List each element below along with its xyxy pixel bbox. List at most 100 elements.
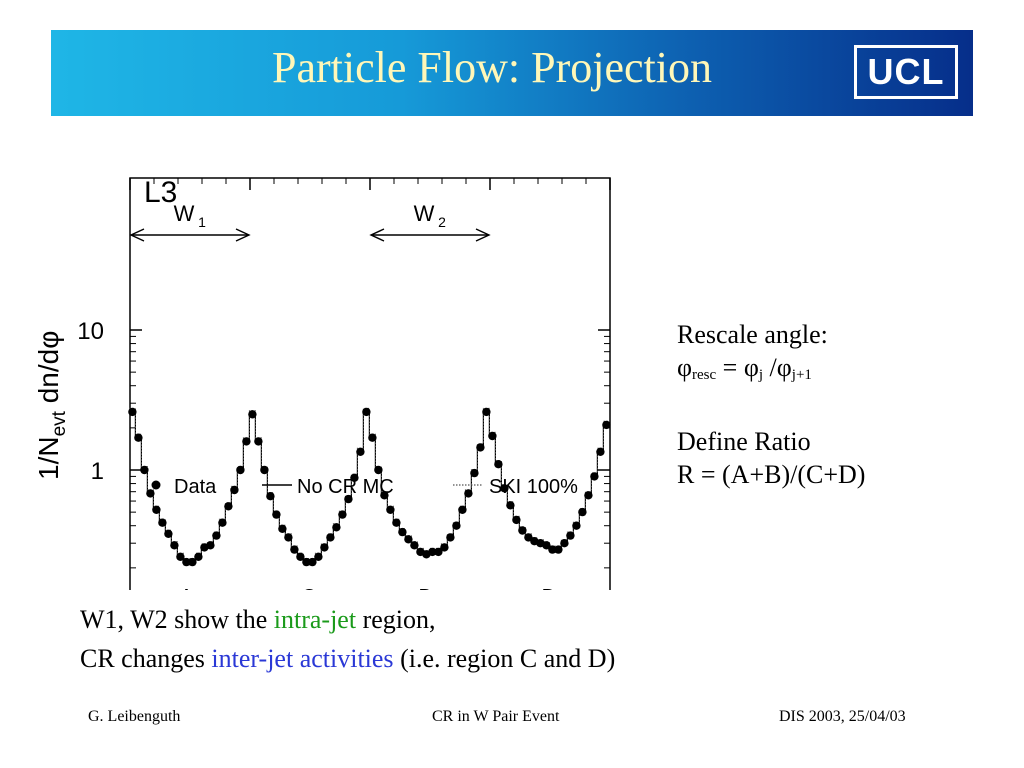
data-point <box>458 505 467 514</box>
data-point <box>428 547 437 557</box>
data-point <box>524 533 533 542</box>
footer-author: G. Leibenguth <box>88 708 181 725</box>
data-point <box>176 552 185 561</box>
region-label: B <box>419 586 432 590</box>
data-point <box>488 431 497 441</box>
data-point <box>506 501 515 510</box>
data-point <box>452 521 461 530</box>
data-point <box>404 535 413 544</box>
data-point <box>392 518 401 527</box>
legend-label: No CR MC <box>297 476 394 498</box>
data-point <box>494 460 503 469</box>
data-point <box>386 505 395 514</box>
formula-phi-2: φ <box>743 353 759 382</box>
data-point <box>314 552 323 561</box>
data-point <box>398 527 407 537</box>
arrow-head <box>369 228 385 242</box>
data-point <box>482 407 491 417</box>
y-axis-label-sub: evt <box>49 410 70 436</box>
formula-phi-3: φ <box>776 353 792 382</box>
note-text: W1, W2 show the <box>80 605 274 634</box>
data-point <box>260 465 269 475</box>
data-point <box>128 407 137 417</box>
data-point <box>170 541 179 550</box>
data-point <box>284 533 293 542</box>
data-point <box>224 502 233 511</box>
data-point <box>554 545 563 554</box>
data-point <box>560 539 569 548</box>
data-point <box>332 523 341 532</box>
data-point <box>440 543 449 552</box>
data-point <box>512 515 521 525</box>
data-point <box>434 547 443 557</box>
data-point <box>212 531 221 540</box>
note-line-2: CR changes inter-jet activities (i.e. re… <box>80 639 615 678</box>
data-point <box>476 443 485 452</box>
data-point <box>500 484 509 493</box>
ratio-formula: R = (A+B)/(C+D) <box>677 460 866 489</box>
data-point <box>248 410 257 419</box>
arrow-head <box>475 228 491 242</box>
legend-label: Data <box>174 476 217 498</box>
ucl-logo: UCL <box>854 45 958 99</box>
data-point <box>242 437 251 446</box>
slide-title: Particle Flow: Projection <box>272 43 712 92</box>
arrow-label: W <box>174 201 195 226</box>
data-point <box>218 518 227 527</box>
region-label: D <box>542 586 556 590</box>
formula-phi-1: φ <box>677 353 693 382</box>
footer-conference: DIS 2003, 25/04/03 <box>779 708 906 725</box>
formula-eq: = <box>716 353 744 382</box>
data-point <box>188 557 197 567</box>
data-point <box>356 447 365 456</box>
formula-slash: / <box>763 353 777 382</box>
data-point <box>470 468 479 478</box>
legend-label: SKI 100% <box>489 476 578 498</box>
note-text: CR changes <box>80 644 212 673</box>
data-point <box>602 420 611 430</box>
data-point <box>194 552 203 561</box>
data-point <box>320 543 329 552</box>
legend-data-marker <box>151 480 161 490</box>
data-point <box>230 485 239 495</box>
data-point <box>164 529 173 538</box>
arrow-head <box>129 228 145 242</box>
data-point <box>362 407 371 417</box>
data-point <box>380 491 389 500</box>
data-point <box>572 521 581 530</box>
data-point <box>548 545 557 554</box>
data-point <box>254 437 263 446</box>
region-label: C <box>302 586 316 590</box>
arrow-label: W <box>414 201 435 226</box>
rescale-heading: Rescale angle: <box>677 320 828 349</box>
arrow-label-sub: 1 <box>198 214 206 230</box>
data-point <box>158 518 167 527</box>
region-label: A <box>180 586 194 590</box>
data-point <box>206 541 215 550</box>
data-point <box>236 465 245 475</box>
note-line-1: W1, W2 show the intra-jet region, <box>80 600 615 639</box>
formula-sub-resc: resc <box>692 367 717 383</box>
intra-jet-highlight: intra-jet <box>273 605 357 634</box>
data-point <box>596 447 605 456</box>
y-axis-label-main: 1/N <box>33 436 64 480</box>
data-point <box>326 533 335 542</box>
experiment-label: L3 <box>144 176 177 209</box>
data-point <box>134 433 143 442</box>
data-point <box>446 533 455 542</box>
data-point <box>368 433 377 442</box>
data-point <box>272 510 281 519</box>
title-bar: Particle Flow: Projection UCL <box>51 30 973 116</box>
data-point <box>566 531 575 540</box>
formula-sub-j1: j+1 <box>791 367 812 383</box>
data-point <box>152 505 161 514</box>
y-tick-label: 10 <box>77 318 104 345</box>
formula-sub-j: j <box>758 367 764 383</box>
data-point <box>410 541 419 550</box>
data-point <box>308 557 317 567</box>
data-point <box>290 545 299 554</box>
define-heading: Define Ratio <box>677 427 811 456</box>
y-axis-label-rest: dn/dφ <box>33 331 64 411</box>
